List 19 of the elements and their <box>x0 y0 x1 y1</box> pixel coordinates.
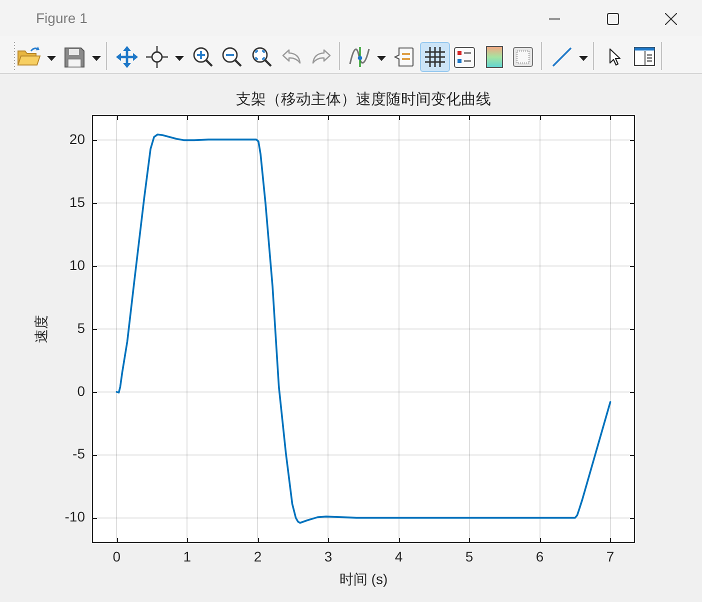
y-tick-label: 20 <box>69 131 86 148</box>
x-axis-title: 时间 (s) <box>339 570 388 587</box>
y-tick-label: 0 <box>77 382 86 399</box>
y-tick-label: 5 <box>77 320 86 336</box>
x-tick-label: 6 <box>536 548 544 564</box>
y-tick-label: 10 <box>69 256 86 273</box>
chart-title: 支架（移动主体）速度随时间变化曲线 <box>236 91 491 108</box>
x-tick-label: 7 <box>606 548 614 564</box>
y-axis-title: 速度 <box>32 315 49 343</box>
x-tick-label: 1 <box>183 548 192 564</box>
y-tick-label: -10 <box>64 508 86 525</box>
x-tick-label: 3 <box>324 548 332 564</box>
y-tick-label: -5 <box>72 446 86 462</box>
x-tick-label: 4 <box>394 548 403 564</box>
x-tick-label: 2 <box>254 548 262 564</box>
caption: Figure 1 <box>36 10 88 26</box>
y-tick-label: 15 <box>69 194 86 210</box>
x-tick-label: 0 <box>112 548 121 564</box>
x-tick-label: 5 <box>465 548 474 564</box>
